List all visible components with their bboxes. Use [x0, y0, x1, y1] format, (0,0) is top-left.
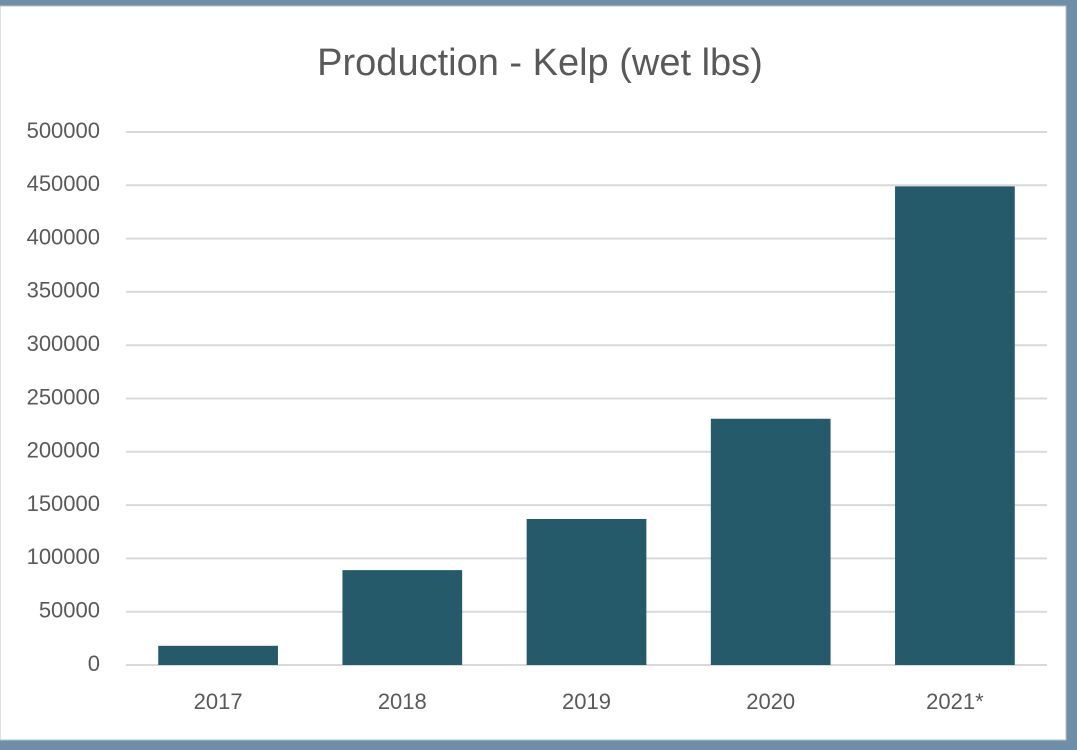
y-tick-label: 100000 [27, 544, 100, 569]
x-tick-label: 2017 [194, 689, 243, 714]
y-tick-label: 400000 [27, 224, 100, 249]
y-tick-label: 250000 [27, 384, 100, 409]
y-tick-label: 200000 [27, 438, 100, 463]
y-tick-label: 0 [88, 651, 100, 676]
y-tick-label: 500000 [27, 118, 100, 143]
bar [895, 186, 1015, 665]
x-tick-label: 2020 [746, 689, 795, 714]
y-tick-label: 50000 [39, 598, 100, 623]
chart-title: Production - Kelp (wet lbs) [317, 42, 763, 84]
x-tick-label: 2021* [926, 689, 984, 714]
x-tick-label: 2019 [562, 689, 611, 714]
y-tick-label: 300000 [27, 331, 100, 356]
bar [526, 518, 647, 665]
x-tick-label: 2018 [378, 689, 427, 714]
bar [342, 570, 463, 665]
bar [710, 418, 831, 665]
y-tick-label: 150000 [27, 491, 100, 516]
y-tick-label: 350000 [27, 278, 100, 303]
y-tick-label: 450000 [27, 171, 100, 196]
bar [158, 645, 278, 665]
